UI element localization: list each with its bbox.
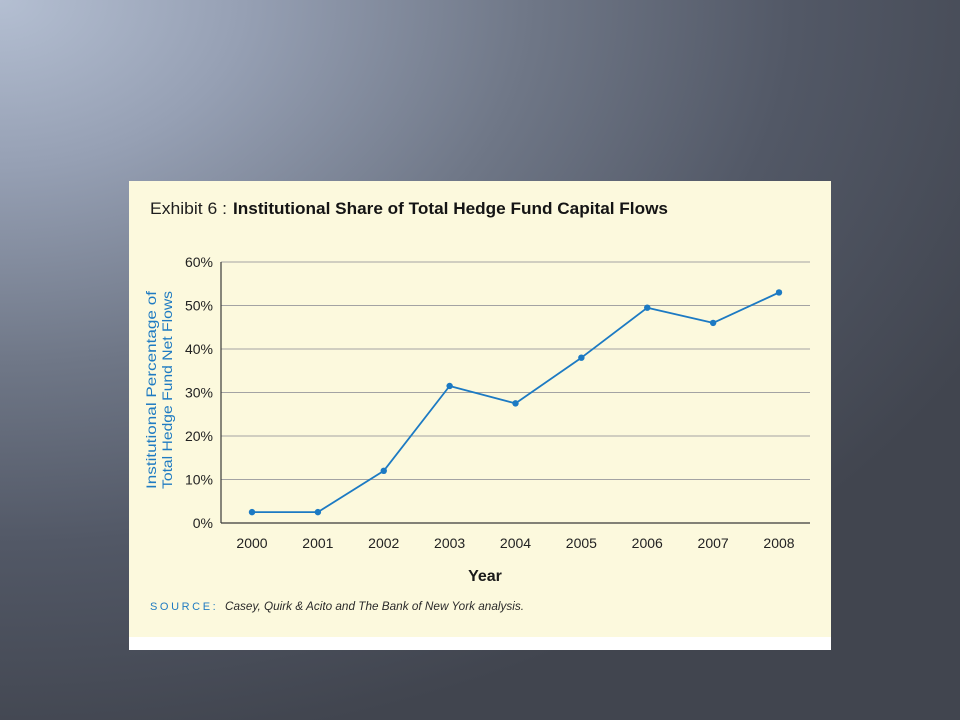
y-tick-label: 50% xyxy=(185,298,213,314)
y-tick-label: 60% xyxy=(185,254,213,270)
x-tick-label: 2007 xyxy=(698,535,729,551)
x-tick-label: 2001 xyxy=(302,535,333,551)
line-chart: Exhibit 6 : Institutional Share of Total… xyxy=(129,199,831,650)
exhibit-label: Exhibit 6 : xyxy=(150,200,227,218)
x-tick-labels: 2000 2001 2002 2003 2004 2005 2006 2007 2008 xyxy=(236,535,794,551)
y-tick-label: 30% xyxy=(185,385,213,401)
x-axis-title: Year xyxy=(468,568,502,585)
y-axis-title-line-1: Institutional Percentage of xyxy=(143,291,159,489)
y-axis-title-line-2: Total Hedge Fund Net Flows xyxy=(159,291,175,489)
x-tick-label: 2000 xyxy=(236,535,267,551)
data-point xyxy=(512,400,519,407)
source-text: Casey, Quirk & Acito and The Bank of New… xyxy=(225,601,524,613)
y-tick-label: 10% xyxy=(185,472,213,488)
data-point xyxy=(446,382,453,390)
data-point xyxy=(709,319,717,327)
y-tick-label: 0% xyxy=(193,515,213,531)
data-point xyxy=(314,508,322,516)
x-tick-label: 2002 xyxy=(368,535,399,551)
panel-bottom-strip xyxy=(129,637,831,650)
y-tick-labels: 0% 10% 20% 30% 40% 50% 60% xyxy=(185,254,213,531)
gridlines xyxy=(221,261,810,480)
data-point xyxy=(380,467,387,474)
source-label: SOURCE: xyxy=(150,601,218,613)
x-tick-label: 2008 xyxy=(763,535,794,551)
data-point xyxy=(248,508,256,516)
data-points xyxy=(248,289,783,516)
exhibit-panel: Exhibit 6 : Institutional Share of Total… xyxy=(129,181,831,650)
data-point xyxy=(644,304,651,311)
x-tick-label: 2005 xyxy=(566,535,597,551)
y-tick-label: 20% xyxy=(185,428,213,444)
x-tick-label: 2006 xyxy=(632,535,663,551)
x-tick-label: 2003 xyxy=(434,535,465,551)
x-tick-label: 2004 xyxy=(500,535,531,551)
data-point xyxy=(578,354,585,361)
chart-title: Institutional Share of Total Hedge Fund … xyxy=(233,199,668,218)
y-tick-label: 40% xyxy=(185,341,213,357)
data-point xyxy=(775,289,783,296)
